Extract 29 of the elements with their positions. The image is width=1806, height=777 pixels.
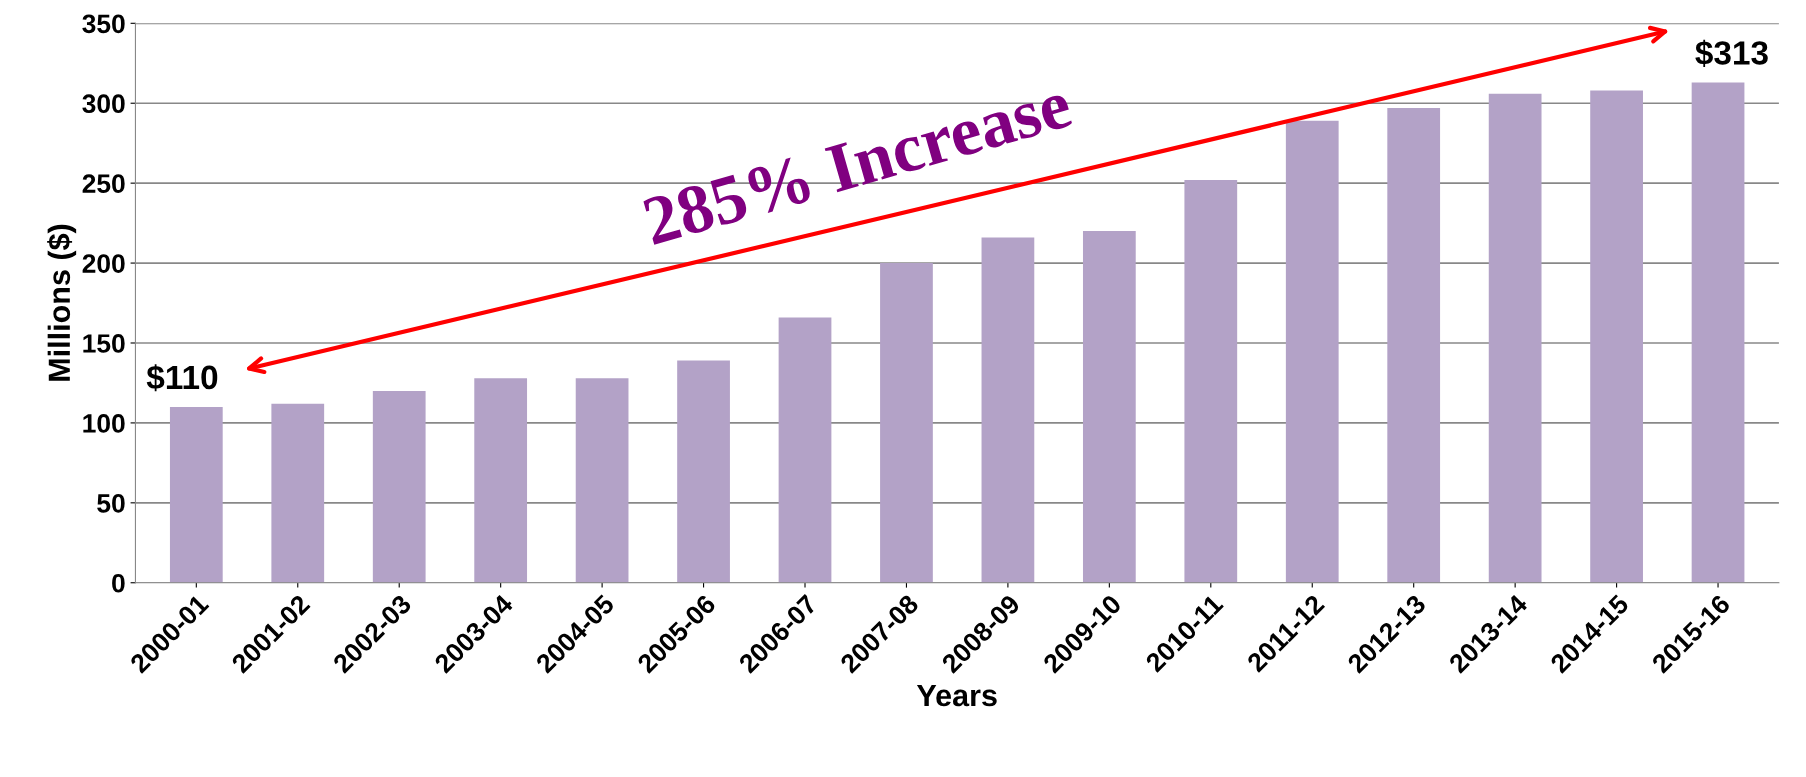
bar [1082, 231, 1136, 583]
bar [1285, 120, 1339, 583]
y-axis-title: Millions ($) [47, 224, 77, 381]
y-tick-label: 300 [82, 94, 125, 114]
bar [1387, 108, 1441, 583]
y-tick-label: 250 [82, 174, 125, 193]
bar [271, 403, 325, 583]
bar [575, 378, 629, 583]
annotation: $110 [146, 364, 218, 392]
y-tick-label: 350 [82, 14, 125, 34]
bar [981, 237, 1035, 583]
bar [1590, 90, 1643, 583]
annotation: 285% Increase [641, 80, 1074, 246]
bar [880, 263, 933, 583]
y-tick-label: 50 [97, 493, 125, 513]
y-tick-label: 150 [83, 334, 125, 353]
bar [677, 360, 730, 583]
y-tick-label: 0 [112, 573, 125, 593]
bar [169, 406, 223, 583]
bar [778, 317, 832, 583]
bar [372, 390, 426, 583]
bar [1184, 179, 1238, 583]
bar [474, 378, 528, 583]
bar [1488, 93, 1542, 583]
y-tick-label: 200 [82, 254, 125, 273]
bar [1691, 82, 1745, 583]
y-tick-label: 100 [83, 414, 125, 433]
x-axis-title: Years [916, 685, 997, 707]
annotation: $313 [1695, 39, 1768, 67]
